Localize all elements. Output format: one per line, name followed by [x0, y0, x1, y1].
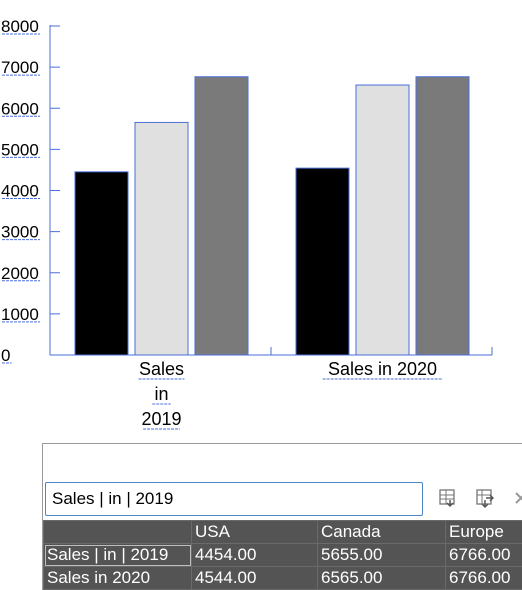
grid-cell[interactable]: 4454.00 — [191, 543, 318, 567]
x-category-label: 2019 — [141, 409, 181, 429]
grid-corner-cell — [43, 520, 192, 544]
bar-canada-1 — [134, 121, 189, 356]
close-icon — [511, 488, 522, 513]
y-tick-label: 6000 — [1, 99, 39, 118]
cell-value-input[interactable] — [45, 482, 423, 516]
x-category-label: in — [154, 384, 168, 404]
transpose-icon — [475, 488, 495, 513]
row-header[interactable]: Sales in 2020 — [43, 566, 192, 590]
column-header[interactable]: Canada — [317, 520, 446, 544]
x-category-label: Sales — [139, 359, 184, 379]
bar-canada-2 — [355, 84, 410, 356]
grid-cell[interactable]: 6766.00 — [445, 566, 522, 590]
y-tick-label: 5000 — [1, 140, 39, 159]
grid-cell[interactable]: 5655.00 — [317, 543, 446, 567]
import-data-icon — [437, 488, 457, 513]
y-tick-label: 7000 — [1, 58, 39, 77]
data-grid[interactable]: USA Canada Europe Sales | in | 2019 4454… — [43, 520, 522, 590]
bar-usa-1 — [74, 171, 129, 356]
row-header[interactable]: Sales | in | 2019 — [43, 543, 192, 567]
column-header[interactable]: Europe — [445, 520, 522, 544]
table-row: Sales | in | 2019 4454.00 5655.00 6766.0… — [43, 543, 522, 567]
y-tick-label: 4000 — [1, 182, 39, 201]
y-tick-label: 3000 — [1, 223, 39, 242]
x-category-label: Sales in 2020 — [328, 359, 437, 379]
table-row: Sales in 2020 4544.00 6565.00 6766.00 — [43, 566, 522, 590]
grid-cell[interactable]: 6766.00 — [445, 543, 522, 567]
transpose-button[interactable] — [473, 488, 497, 512]
chart-data-editor: USA Canada Europe Sales | in | 2019 4454… — [42, 443, 522, 590]
bar-usa-2 — [295, 167, 350, 356]
bar-europe-2 — [415, 76, 470, 356]
y-tick-label: 0 — [1, 346, 10, 365]
y-tick-label: 2000 — [1, 264, 39, 283]
grid-header-row: USA Canada Europe — [43, 520, 522, 544]
close-editor-button[interactable] — [509, 488, 522, 512]
import-data-button[interactable] — [435, 488, 459, 512]
y-tick-label: 1000 — [1, 305, 39, 324]
y-tick-label: 8000 — [1, 17, 39, 36]
grid-cell[interactable]: 4544.00 — [191, 566, 318, 590]
column-header[interactable]: USA — [191, 520, 318, 544]
chart-canvas[interactable]: 0 1000 2000 3000 4000 5000 6000 7000 8000 Sales in… — [0, 0, 522, 440]
bar-europe-1 — [194, 76, 249, 356]
grid-cell[interactable]: 6565.00 — [317, 566, 446, 590]
bar-chart[interactable]: 0 1000 2000 3000 4000 5000 6000 7000 8000 Sales in… — [0, 0, 522, 440]
